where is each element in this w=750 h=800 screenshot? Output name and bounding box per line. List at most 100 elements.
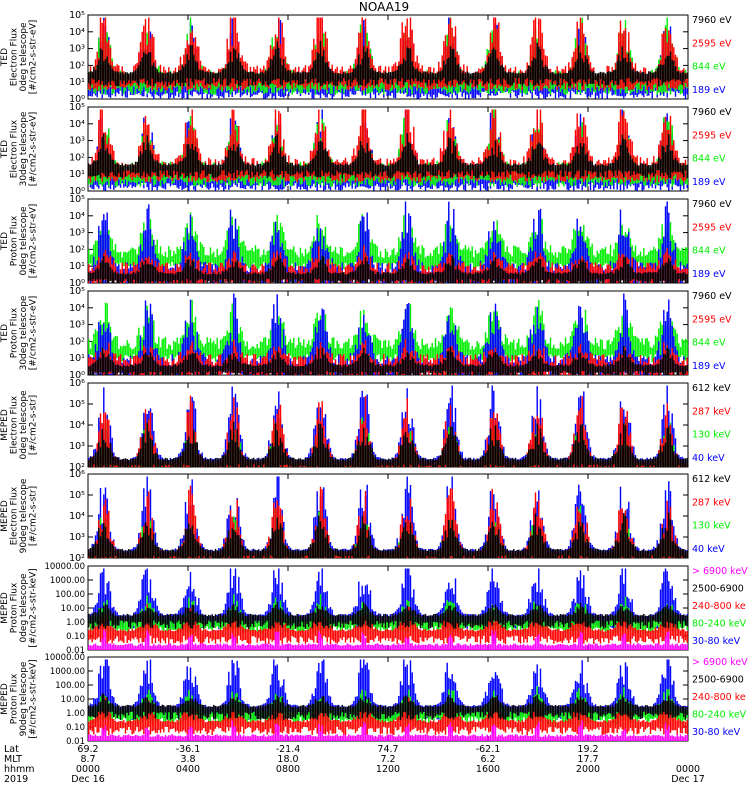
y-tick-label: 10000.00 bbox=[44, 562, 85, 572]
legend-entry: 189 eV bbox=[692, 269, 726, 280]
y-tick-label: 10⁶ bbox=[69, 469, 85, 480]
plot-frame bbox=[87, 106, 689, 192]
y-tick-label: 10.00 bbox=[61, 604, 85, 614]
y-axis-label-line: 90deg telescope bbox=[19, 661, 29, 736]
legend-entry: 240-800 ke bbox=[692, 601, 746, 612]
panel-meped-electron-90deg: 10² 10³ 10⁴ 10⁵ 10⁶ MEPED Electron Flux 90deg t… bbox=[0, 469, 731, 564]
legend-entry: 287 keV bbox=[692, 497, 731, 508]
y-tick-label: 10⁴ bbox=[69, 420, 85, 431]
legend-entry: 2595 eV bbox=[692, 130, 732, 141]
trace-black bbox=[88, 421, 688, 467]
plot-frame bbox=[87, 290, 689, 376]
chart-title: NOAA19 bbox=[359, 0, 409, 14]
y-tick-label: 10⁰ bbox=[69, 370, 85, 381]
y-tick-label: 10⁵ bbox=[69, 102, 85, 113]
y-tick-label: 100.00 bbox=[55, 681, 85, 691]
y-tick-label: 100.00 bbox=[55, 590, 85, 600]
y-axis-label-line: [#/cm2-s-str] bbox=[28, 395, 38, 455]
y-tick-label: 10² bbox=[69, 152, 85, 163]
x-tick-label: 19.2 bbox=[577, 744, 598, 755]
y-tick-label: 10² bbox=[69, 244, 85, 255]
y-axis-label-line: Electron Flux bbox=[9, 119, 19, 178]
x-tick-label: 1600 bbox=[476, 764, 500, 775]
legend-entry: 2595 eV bbox=[692, 314, 732, 325]
y-axis-label-line: 0deg telescope bbox=[19, 22, 29, 92]
x-tick-label: 18.0 bbox=[277, 754, 298, 765]
legend-entry: 40 keV bbox=[692, 544, 725, 555]
flux-traces bbox=[88, 659, 688, 741]
y-axis-label-line: 0deg telescope bbox=[19, 390, 29, 460]
y-axis-label-line: TED bbox=[0, 232, 10, 251]
y-tick-label: 0.10 bbox=[66, 632, 85, 642]
legend-entry: 7960 eV bbox=[692, 15, 732, 26]
y-axis-label: TED Electron Flux 30deg telescope [#/cm2-s-… bbox=[0, 111, 38, 186]
x-tick-label: Dec 17 bbox=[671, 774, 705, 785]
panel-ted-proton-30deg: 10⁰ 10¹ 10² 10³ 10⁴ 10⁵ TED Proton Flux 30deg te… bbox=[0, 286, 732, 381]
y-tick-label: 10¹ bbox=[69, 261, 85, 272]
y-tick-label: 10⁰ bbox=[69, 186, 85, 197]
y-tick-label: 10² bbox=[69, 553, 85, 564]
legend-entry: 80-240 keV bbox=[692, 619, 747, 630]
legend-entry: 844 eV bbox=[692, 154, 726, 165]
x-tick-label: 0800 bbox=[276, 764, 300, 775]
plot-frame bbox=[87, 656, 689, 742]
trace-black bbox=[88, 133, 688, 179]
legend-entry: 189 eV bbox=[692, 361, 726, 372]
y-tick-label: 10³ bbox=[69, 320, 85, 331]
flux-traces bbox=[88, 385, 688, 467]
x-row-label: hhmm bbox=[4, 764, 35, 775]
legend-entry: 189 eV bbox=[692, 85, 726, 96]
y-axis-label-line: Electron Flux bbox=[9, 395, 19, 454]
flux-traces bbox=[88, 17, 688, 99]
panel-meped-proton-0deg: 0.01 0.10 1.00 10.00 100.00 1000.00 10000.00 ME… bbox=[0, 562, 748, 656]
x-tick-label: -36.1 bbox=[176, 744, 201, 755]
panel-meped-proton-90deg: 0.01 0.10 1.00 10.00 100.00 1000.00 10000.00 ME… bbox=[0, 653, 748, 747]
y-tick-label: 10² bbox=[69, 336, 85, 347]
y-axis-label-line: MEPED bbox=[0, 409, 10, 441]
y-axis-label-line: [#/cm2-s-str-keV] bbox=[28, 659, 38, 738]
plot-frame bbox=[87, 382, 689, 468]
legend-entry: 7960 eV bbox=[692, 199, 732, 210]
y-axis-label-line: [#/cm2-s-str-eV] bbox=[28, 20, 38, 95]
legend-entry: 30-80 keV bbox=[692, 727, 741, 738]
plot-frame bbox=[87, 473, 689, 559]
panel-ted-electron-0deg: 10⁰ 10¹ 10² 10³ 10⁴ 10⁵ TED Electron Flux 0deg t… bbox=[0, 10, 732, 105]
x-tick-label: 69.2 bbox=[77, 744, 98, 755]
y-tick-label: 10⁵ bbox=[69, 286, 85, 297]
legend-entry: 844 eV bbox=[692, 246, 726, 257]
y-axis-label-line: 30deg telescope bbox=[19, 295, 29, 370]
y-tick-label: 0.01 bbox=[66, 646, 85, 656]
legend-entry: 240-800 ke bbox=[692, 692, 746, 703]
y-axis-label-line: 0deg telescope bbox=[19, 206, 29, 276]
y-tick-label: 10⁵ bbox=[69, 399, 85, 410]
panel-ted-proton-0deg: 10⁰ 10¹ 10² 10³ 10⁴ 10⁵ TED Proton Flux 0deg tel… bbox=[0, 194, 732, 289]
legend-entry: 2500-6900 bbox=[692, 675, 744, 686]
plot-frame bbox=[87, 198, 689, 284]
trace-black bbox=[88, 512, 688, 558]
plot-frame bbox=[87, 14, 689, 100]
x-tick-label: 0000 bbox=[676, 764, 700, 775]
y-tick-label: 10.00 bbox=[61, 695, 85, 705]
legend-entry: 7960 eV bbox=[692, 107, 732, 118]
y-tick-label: 0.10 bbox=[66, 723, 85, 733]
x-row-label: 2019 bbox=[4, 774, 28, 785]
y-axis-label-line: [#/cm2-s-str-keV] bbox=[28, 568, 38, 647]
x-tick-label: 7.2 bbox=[380, 754, 395, 765]
y-axis-label: MEPED Electron Flux 90deg telescope [#/cm2-… bbox=[0, 478, 38, 553]
y-tick-label: 10⁵ bbox=[69, 194, 85, 205]
legend-entry: 612 keV bbox=[692, 474, 731, 485]
x-tick-label: 8.7 bbox=[80, 754, 95, 765]
y-axis-label: MEPED Proton Flux 0deg telescope [#/cm2-s-s… bbox=[0, 568, 38, 647]
legend-entry: 612 keV bbox=[692, 383, 731, 394]
legend-entry: 7960 eV bbox=[692, 291, 732, 302]
flux-traces bbox=[88, 568, 688, 650]
y-axis-label-line: Proton Flux bbox=[9, 582, 19, 633]
flux-traces bbox=[88, 293, 688, 375]
y-tick-label: 1.00 bbox=[66, 618, 85, 628]
trace-black bbox=[88, 346, 688, 375]
y-axis-label-line: TED bbox=[0, 140, 10, 159]
y-axis-label-line: 0deg telescope bbox=[19, 573, 29, 643]
panel-ted-electron-30deg: 10⁰ 10¹ 10² 10³ 10⁴ 10⁵ TED Electron Flux 30deg … bbox=[0, 102, 732, 197]
y-tick-label: 10² bbox=[69, 462, 85, 473]
